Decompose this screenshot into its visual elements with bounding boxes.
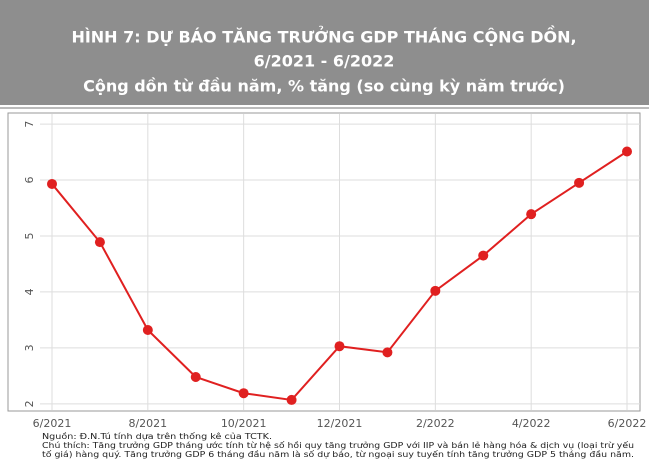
chart-title: HÌNH 7: DỰ BÁO TĂNG TRƯỞNG GDP THÁNG CỘN…: [71, 25, 576, 47]
x-tick-label: 6/2021: [33, 417, 72, 430]
x-tick-label: 2/2022: [416, 417, 455, 430]
point: [94, 237, 105, 248]
point: [574, 177, 585, 188]
y-tick-label: 4: [23, 288, 36, 295]
x-tick-label: 4/2022: [512, 417, 551, 430]
y-tick-label: 6: [23, 177, 36, 184]
point: [382, 347, 393, 358]
y-tick-label: 5: [23, 232, 36, 239]
y-tick-label: 2: [23, 400, 36, 407]
footnote: Chú thích: Tăng trưởng GDP tháng ước tín…: [42, 441, 634, 450]
point: [238, 388, 249, 399]
point: [286, 394, 297, 405]
header-background: [0, 0, 649, 105]
chart-subtitle: Cộng dồn từ đầu năm, % tăng (so cùng kỳ …: [83, 77, 565, 96]
footnote: tố giá) hàng quý. Tăng trưởng GDP 6 thán…: [42, 450, 634, 459]
footnote: Nguồn: Đ.N.Tú tính dựa trên thống kê của…: [42, 432, 272, 441]
point: [142, 324, 153, 335]
point: [622, 146, 632, 157]
x-tick-label: 12/2021: [317, 417, 363, 430]
chart-title: 6/2021 - 6/2022: [254, 52, 395, 71]
point: [190, 371, 201, 382]
point: [334, 341, 345, 352]
point: [478, 250, 489, 261]
x-tick-label: 10/2021: [221, 417, 267, 430]
point: [430, 285, 441, 296]
y-tick-label: 3: [23, 344, 36, 351]
x-tick-label: 6/2022: [608, 417, 647, 430]
x-tick-label: 8/2021: [128, 417, 167, 430]
plot-frame: [7, 112, 641, 412]
y-tick-label: 7: [23, 121, 36, 128]
point: [526, 209, 537, 220]
point: [47, 178, 57, 189]
